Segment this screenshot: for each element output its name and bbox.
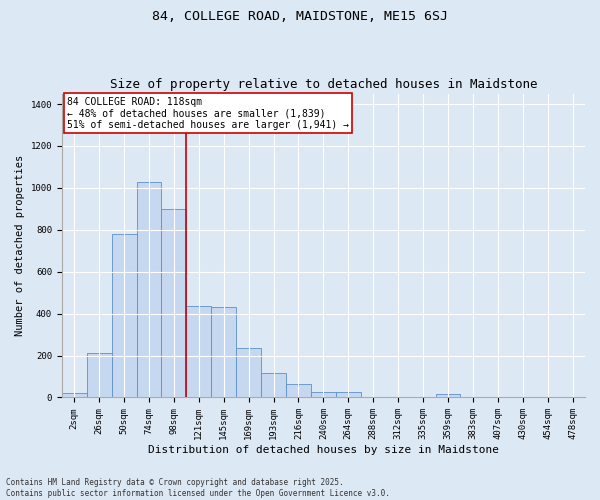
Bar [62,394,86,398]
Bar [236,348,261,398]
Bar [137,182,161,398]
Bar [261,374,286,398]
Y-axis label: Number of detached properties: Number of detached properties [15,155,25,336]
Bar [86,354,112,398]
Bar [112,234,137,398]
Bar [161,209,187,398]
X-axis label: Distribution of detached houses by size in Maidstone: Distribution of detached houses by size … [148,445,499,455]
Bar [211,308,236,398]
Bar [286,384,311,398]
Text: Contains HM Land Registry data © Crown copyright and database right 2025.
Contai: Contains HM Land Registry data © Crown c… [6,478,390,498]
Bar [336,392,361,398]
Bar [311,392,336,398]
Bar [187,306,211,398]
Title: Size of property relative to detached houses in Maidstone: Size of property relative to detached ho… [110,78,537,91]
Bar [436,394,460,398]
Text: 84 COLLEGE ROAD: 118sqm
← 48% of detached houses are smaller (1,839)
51% of semi: 84 COLLEGE ROAD: 118sqm ← 48% of detache… [67,96,349,130]
Text: 84, COLLEGE ROAD, MAIDSTONE, ME15 6SJ: 84, COLLEGE ROAD, MAIDSTONE, ME15 6SJ [152,10,448,23]
